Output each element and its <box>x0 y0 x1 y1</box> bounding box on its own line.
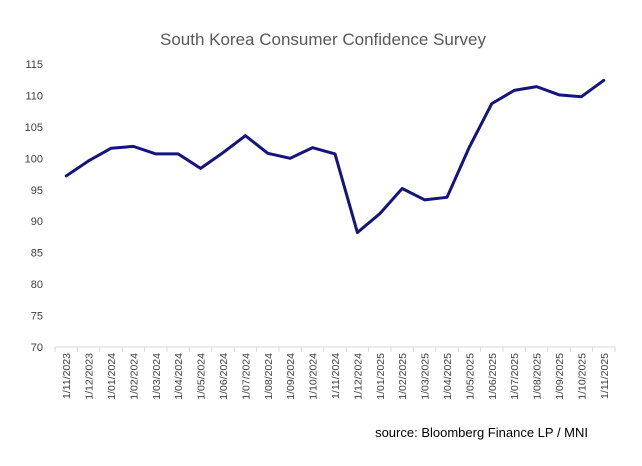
x-tick-label: 1/04/2024 <box>173 353 185 400</box>
x-tick-label: 1/12/2024 <box>352 353 364 400</box>
y-tick-label: 105 <box>25 122 43 134</box>
x-tick-label: 1/01/2025 <box>375 353 387 400</box>
series-line-consumer-confidence <box>64 78 606 235</box>
y-axis: 70 75 80 85 90 95 100 105 110 115 <box>25 59 43 354</box>
x-tick-label: 1/10/2025 <box>576 353 588 400</box>
x-tick-label: 1/02/2025 <box>397 353 409 400</box>
x-tick-label: 1/09/2025 <box>554 353 566 400</box>
x-tick-label: 1/02/2024 <box>128 353 140 400</box>
x-tick-label: 1/01/2024 <box>106 353 118 400</box>
y-tick-label: 90 <box>31 216 43 228</box>
y-tick-label: 110 <box>25 90 43 102</box>
x-tick-label: 1/04/2025 <box>442 353 454 400</box>
y-tick-label: 85 <box>31 248 43 260</box>
x-tick-label: 1/08/2024 <box>263 353 275 400</box>
source-note: source: Bloomberg Finance LP / MNI <box>375 425 588 440</box>
chart-title: South Korea Consumer Confidence Survey <box>160 30 487 49</box>
x-tick-label: 1/11/2023 <box>61 353 73 399</box>
y-tick-label: 80 <box>31 279 43 291</box>
y-tick-label: 70 <box>31 342 43 354</box>
x-tick-label: 1/03/2025 <box>420 353 432 400</box>
x-tick-label: 1/03/2024 <box>151 353 163 400</box>
y-tick-label: 100 <box>25 153 43 165</box>
x-tick-label: 1/07/2025 <box>509 353 521 400</box>
x-tick-label: 1/10/2024 <box>308 353 320 400</box>
x-tick-label: 1/05/2024 <box>196 353 208 400</box>
x-axis: 1/11/2023 1/12/2023 1/01/2024 1/02/2024 1/03… <box>54 347 616 400</box>
y-tick-label: 95 <box>31 185 43 197</box>
y-tick-label: 115 <box>25 59 43 71</box>
y-tick-label: 75 <box>31 311 43 323</box>
x-tick-label: 1/12/2023 <box>84 353 96 400</box>
x-tick-label: 1/06/2024 <box>218 353 230 400</box>
x-tick-label: 1/09/2024 <box>285 353 297 400</box>
x-tick-label: 1/07/2024 <box>240 353 252 400</box>
x-tick-label: 1/11/2025 <box>599 353 611 399</box>
x-tick-label: 1/05/2025 <box>464 353 476 400</box>
x-tick-label: 1/08/2025 <box>532 353 544 400</box>
x-tick-label: 1/06/2025 <box>487 353 499 400</box>
x-tick-label: 1/11/2024 <box>330 353 342 399</box>
